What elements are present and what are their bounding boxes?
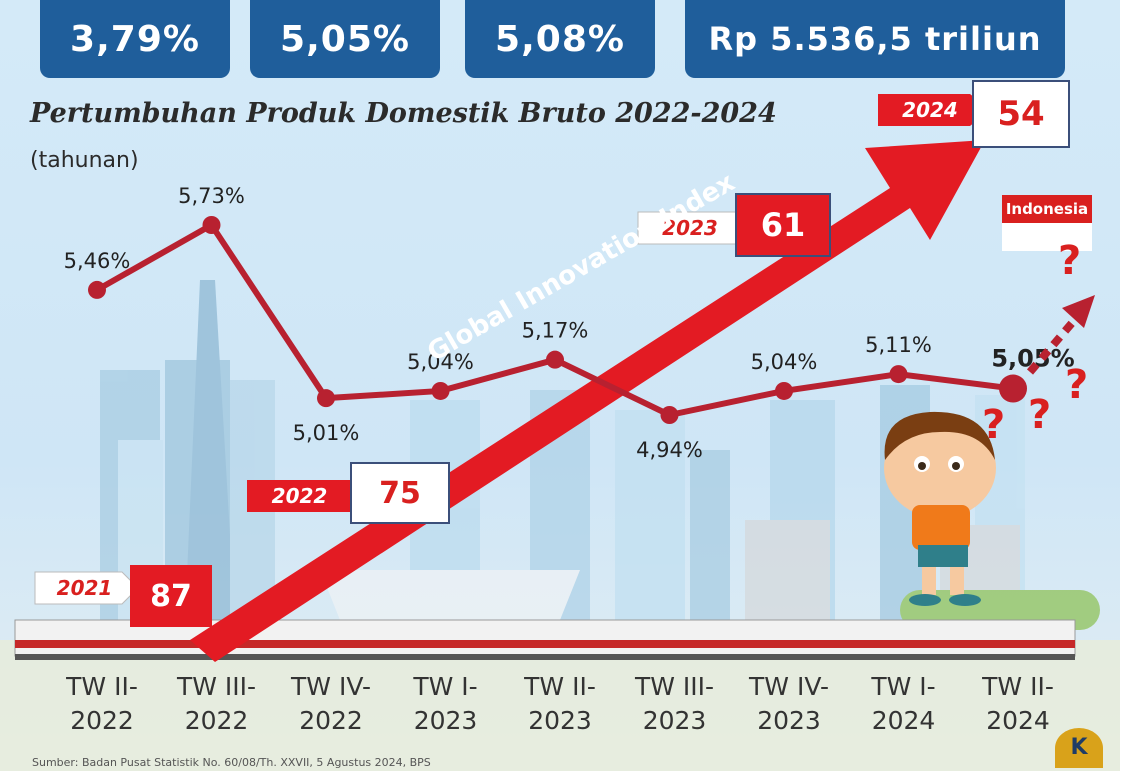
data-label: 4,94% [636,438,703,462]
x-tick-label: TW IV- 2023 [749,672,829,735]
thinking-child-illustration [884,411,996,606]
gii-arrow [190,140,985,662]
x-tick-label: TW II- 2024 [982,672,1054,735]
gii-rank-2023: 61 [735,193,831,257]
x-tick-label: TW I- 2023 [413,672,478,735]
stat-box-4: Rp 5.536,5 triliun [685,0,1065,78]
data-point [546,350,564,369]
x-tick-label: TW II- 2023 [524,672,596,735]
data-point [317,389,335,408]
question-mark-icon: ? [982,402,1006,448]
data-label: 5,17% [522,319,589,343]
x-tick-label: TW III- 2023 [634,672,715,735]
data-point [889,365,908,384]
data-point [999,374,1027,403]
gii-rank-2024: 54 [972,80,1070,148]
indonesia-flag-white-stripe [1002,223,1092,251]
gii-rank-2021: 87 [130,565,212,627]
gii-year-2023: 2023 [662,216,718,240]
publisher-logo: K [1055,728,1103,768]
data-point [88,280,106,299]
question-mark-icon: ? [1065,362,1089,408]
gii-year-2024: 2024 [902,98,958,122]
indonesia-flag-label: Indonesia [1002,195,1092,223]
data-point [775,381,793,400]
question-mark-icon: ? [1028,392,1052,438]
stat-box-1: 3,79% [40,0,230,78]
data-label: 5,01% [293,421,360,445]
x-tick-label: TW I- 2024 [871,672,936,735]
stat-box-2: 5,05% [250,0,440,78]
chart-title: Pertumbuhan Produk Domestik Bruto 2022-2… [30,98,777,129]
data-point [202,216,221,234]
stat-box-3: 5,08% [465,0,655,78]
gii-year-2022: 2022 [271,484,328,508]
question-mark-icon: ? [1058,238,1082,284]
chart-subtitle: (tahunan) [30,148,139,173]
data-label: 5,04% [751,350,818,374]
data-label: 5,11% [865,333,932,357]
gii-year-2021: 2021 [56,576,113,600]
data-label: 5,04% [407,350,474,374]
data-label: 5,73% [178,184,245,208]
dotted-trend-arrow [1026,295,1095,375]
x-tick-label: TW IV- 2022 [291,672,371,735]
source-note: Sumber: Badan Pusat Statistik No. 60/08/… [32,756,431,769]
data-point [660,406,679,424]
x-tick-label: TW II- 2022 [66,672,138,735]
data-point [431,381,450,400]
gii-rank-2022: 75 [350,462,450,524]
line-series-gdp-growth: 5,46% 5,73% 5,01% 5,04% 5,17% 4,94% 5,04% 5,11%… [64,184,1075,462]
data-label: 5,46% [64,249,131,273]
x-tick-label: TW III- 2022 [176,672,257,735]
